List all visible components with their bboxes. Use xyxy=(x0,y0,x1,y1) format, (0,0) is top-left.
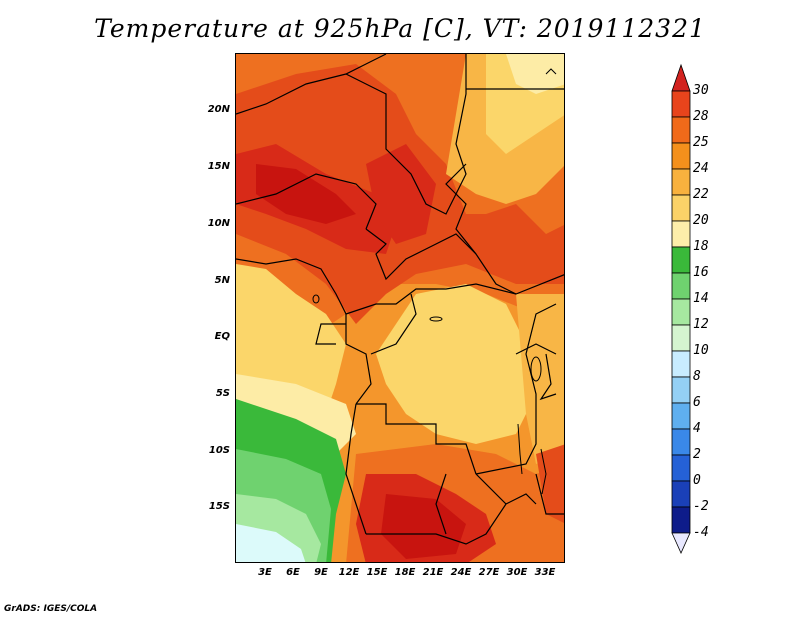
colorbar-level-label: 30 xyxy=(693,83,709,98)
lon-label: 30E xyxy=(506,567,528,578)
lon-label: 15E xyxy=(366,567,388,578)
colorbar-level-label: 24 xyxy=(693,161,709,176)
field-pale-east xyxy=(516,294,564,464)
colorbar-box xyxy=(671,220,691,248)
colorbar-level-label: 2 xyxy=(693,447,701,462)
colorbar-box xyxy=(671,376,691,404)
lon-label: 9E xyxy=(314,567,328,578)
colorbar-level-label: 4 xyxy=(693,421,701,436)
colorbar-level-label: -4 xyxy=(693,525,709,540)
field-hot-south xyxy=(381,494,466,559)
colorbar-level-label: 10 xyxy=(693,343,709,358)
colorbar-level-label: 12 xyxy=(693,317,709,332)
lon-label: 18E xyxy=(394,567,416,578)
colorbar-box xyxy=(671,246,691,274)
colorbar-level-label: 14 xyxy=(693,291,709,306)
lat-label: 20N xyxy=(207,104,230,115)
field-paleyellow-ne xyxy=(506,54,564,94)
colorbar-level-label: -2 xyxy=(693,499,709,514)
lon-label: 33E xyxy=(534,567,556,578)
colorbar-top-arrow xyxy=(671,63,691,92)
lon-label: 3E xyxy=(258,567,272,578)
colorbar-box xyxy=(671,194,691,222)
field-yellow-center xyxy=(376,284,536,444)
lon-label: 27E xyxy=(478,567,500,578)
colorbar-box xyxy=(671,142,691,170)
lat-label: 5S xyxy=(215,388,230,399)
field-yellow-west xyxy=(236,264,346,414)
colorbar-level-label: 0 xyxy=(693,473,701,488)
colorbar-level-label: 6 xyxy=(693,395,701,410)
footer-credit: GrADS: IGES/COLA xyxy=(4,604,98,614)
colorbar-box xyxy=(671,324,691,352)
lat-label: 5N xyxy=(214,275,230,286)
field-cyan-light xyxy=(236,524,306,562)
colorbar-level-label: 16 xyxy=(693,265,709,280)
lakes xyxy=(312,68,557,495)
colorbar-box xyxy=(671,298,691,326)
colorbar-level-label: 8 xyxy=(693,369,701,384)
colorbar-box xyxy=(671,428,691,456)
field-red-southeast xyxy=(536,444,564,523)
field-hot-core xyxy=(256,164,356,224)
country-borders xyxy=(236,54,564,545)
lon-label: 12E xyxy=(338,567,360,578)
colorbar-level-label: 18 xyxy=(693,239,709,254)
lat-label: 10N xyxy=(207,218,230,229)
map-svg xyxy=(236,54,564,562)
colorbar-box xyxy=(671,480,691,508)
lon-label: 24E xyxy=(450,567,472,578)
colorbar-box xyxy=(671,90,691,118)
colorbar-box xyxy=(671,168,691,196)
colorbar-box xyxy=(671,506,691,534)
colorbar-bottom-arrow xyxy=(671,532,691,554)
lon-label: 21E xyxy=(422,567,444,578)
colorbar-level-label: 28 xyxy=(693,109,709,124)
lat-label: 15N xyxy=(207,161,230,172)
chart-title: Temperature at 925hPa [C], VT: 201911232… xyxy=(94,14,706,43)
colorbar-box xyxy=(671,350,691,378)
field-red-center xyxy=(366,144,436,244)
colorbar-box xyxy=(671,454,691,482)
lat-label: 15S xyxy=(208,501,230,512)
lon-label: 6E xyxy=(286,567,300,578)
colorbar-box xyxy=(671,116,691,144)
colorbar xyxy=(671,63,691,554)
colorbar-level-label: 22 xyxy=(693,187,709,202)
colorbar-box xyxy=(671,272,691,300)
colorbar-box xyxy=(671,402,691,430)
lat-label: 10S xyxy=(208,445,230,456)
colorbar-level-label: 20 xyxy=(693,213,709,228)
temperature-map xyxy=(235,53,565,563)
colorbar-level-label: 25 xyxy=(693,135,709,150)
lat-label: EQ xyxy=(214,331,230,342)
